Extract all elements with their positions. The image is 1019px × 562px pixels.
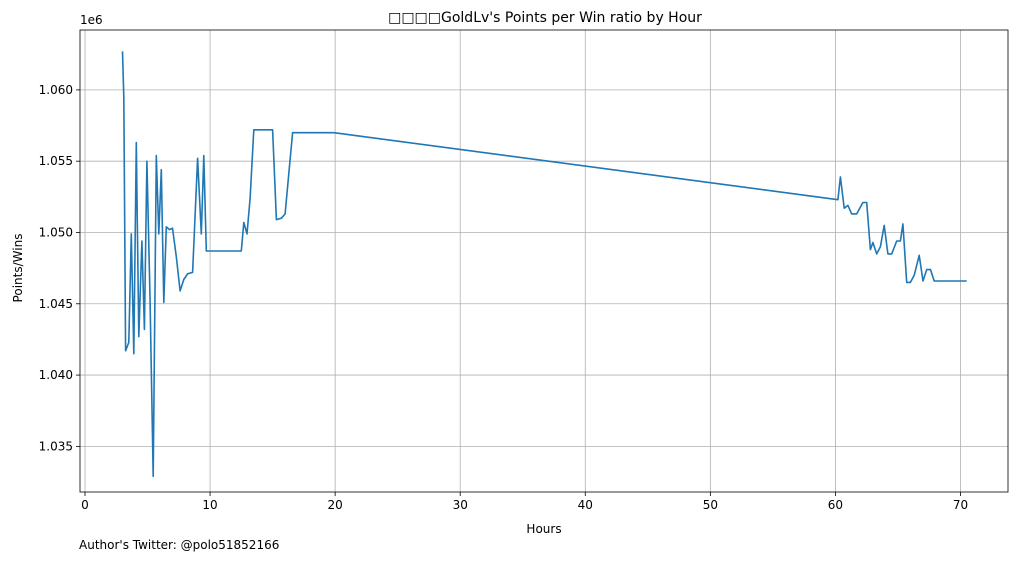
y-tick-label: 1.035	[39, 439, 73, 453]
y-tick-label: 1.055	[39, 154, 73, 168]
chart-title: □□□□GoldLv's Points per Win ratio by Hou…	[388, 10, 702, 26]
y-tick-label: 1.060	[39, 83, 73, 97]
plot-area	[80, 30, 1008, 492]
x-tick-label: 40	[578, 498, 593, 512]
y-tick-label: 1.050	[39, 225, 73, 239]
x-tick-label: 30	[453, 498, 468, 512]
x-tick-label: 50	[703, 498, 718, 512]
x-tick-label: 20	[327, 498, 342, 512]
x-axis-label: Hours	[526, 522, 561, 536]
y-tick-label: 1.045	[39, 297, 73, 311]
x-tick-label: 10	[202, 498, 217, 512]
y-axis-offset-label: 1e6	[80, 13, 103, 27]
x-axis: 0 10 20 30 40 50 60 70	[81, 492, 968, 512]
series-layer	[121, 51, 967, 478]
series-line	[121, 51, 967, 478]
y-tick-label: 1.040	[39, 368, 73, 382]
plot-frame	[79, 29, 1009, 493]
x-tick-label: 0	[81, 498, 89, 512]
y-axis: 1.035 1.040 1.045 1.050 1.055 1.060	[39, 83, 80, 453]
author-credit: Author's Twitter: @polo51852166	[79, 538, 280, 552]
x-tick-label: 60	[828, 498, 843, 512]
y-axis-label: Points/Wins	[11, 234, 25, 303]
x-tick-label: 70	[953, 498, 968, 512]
